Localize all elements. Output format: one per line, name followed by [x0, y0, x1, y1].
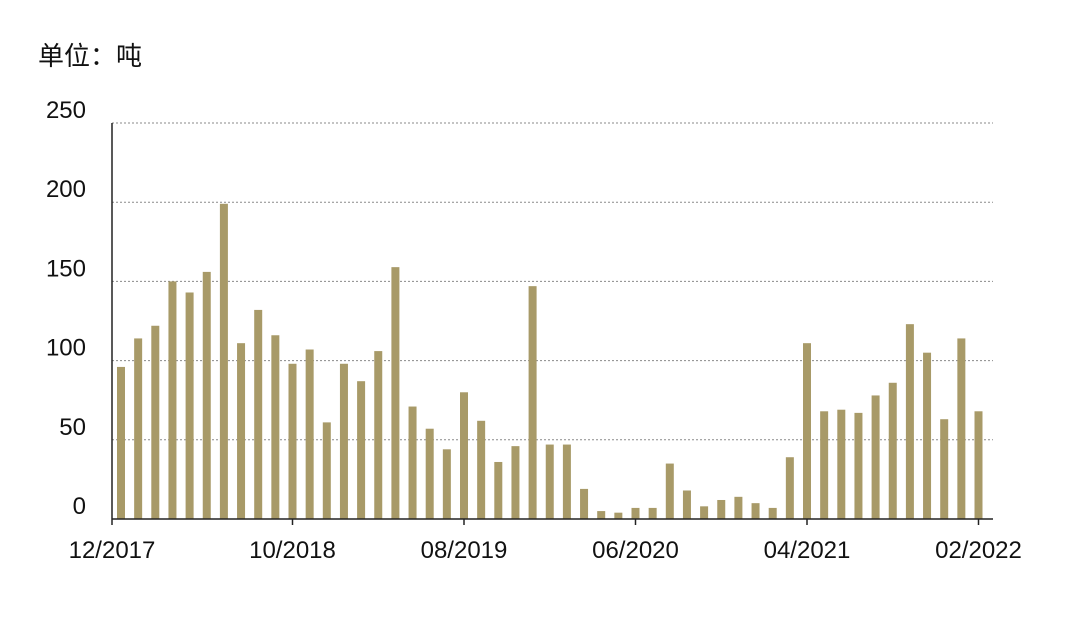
bar [460, 392, 468, 519]
bar [305, 349, 314, 519]
bars [117, 203, 983, 519]
bar [923, 352, 932, 519]
axes [111, 123, 993, 525]
bar [425, 428, 434, 519]
bar [511, 446, 520, 519]
bar [717, 499, 726, 519]
bar [237, 343, 246, 519]
bar [254, 309, 263, 519]
bar [871, 395, 880, 519]
bar [614, 512, 623, 519]
bar [151, 325, 160, 519]
x-tick-labels: 12/2017 10/2018 08/2019 06/2020 04/2021 02/20… [69, 537, 1022, 564]
y-tick-labels: 0 50 100 150 200 250 [46, 97, 86, 520]
bar [408, 406, 417, 519]
bar [888, 382, 897, 519]
bar [562, 444, 571, 519]
bar [957, 338, 966, 519]
bar [545, 444, 554, 519]
bar [494, 461, 503, 519]
bar [442, 449, 451, 519]
bar [391, 267, 400, 519]
bar [134, 338, 143, 519]
bar [785, 457, 794, 519]
bar [580, 488, 589, 519]
bar [751, 503, 760, 519]
bar [974, 411, 983, 519]
y-tick-label: 0 [73, 493, 86, 520]
bar [357, 381, 366, 519]
bar [288, 363, 297, 519]
bar [528, 286, 537, 519]
bar [477, 420, 486, 519]
bar [700, 506, 709, 519]
y-tick-label: 150 [46, 255, 86, 282]
x-tick-label: 10/2018 [249, 537, 336, 564]
x-tick-label: 06/2020 [592, 537, 679, 564]
y-tick-label: 200 [46, 176, 86, 203]
x-tick-label: 02/2022 [935, 537, 1022, 564]
bar [339, 363, 348, 519]
bar [168, 281, 177, 519]
bar [820, 411, 829, 519]
bar [940, 419, 949, 519]
bar [271, 335, 280, 519]
bar [631, 507, 640, 519]
bar [665, 463, 674, 519]
bar [854, 412, 863, 519]
bar [117, 366, 125, 519]
bar [837, 409, 846, 519]
x-tick-label: 12/2017 [69, 537, 156, 564]
y-tick-label: 100 [46, 335, 86, 362]
bar [597, 511, 606, 519]
bar [768, 507, 777, 519]
bar [219, 203, 228, 519]
x-tick-label: 04/2021 [764, 537, 851, 564]
bar [734, 496, 743, 519]
bar [322, 422, 331, 519]
y-tick-label: 50 [59, 414, 86, 441]
unit-label: 单位：吨 [38, 42, 143, 72]
bar [202, 271, 211, 519]
bar [648, 507, 657, 519]
bar [803, 343, 811, 519]
gridlines [112, 122, 993, 441]
y-tick-label: 250 [46, 97, 86, 124]
bar [185, 292, 194, 519]
bar [374, 351, 383, 519]
bar [905, 324, 914, 519]
x-tick-label: 08/2019 [421, 537, 508, 564]
bar [682, 490, 691, 519]
